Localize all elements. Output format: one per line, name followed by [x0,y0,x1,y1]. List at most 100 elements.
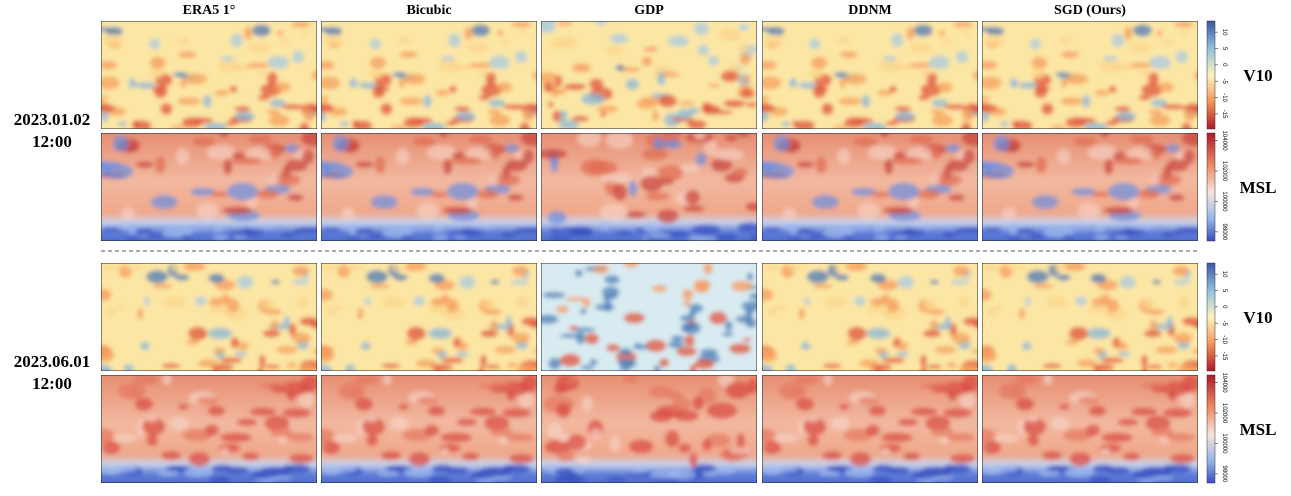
field-blob [428,406,446,416]
field-blob [102,164,133,180]
field-blob [942,231,962,237]
field-blob [244,26,252,40]
field-blob [257,189,279,199]
field-blob [222,207,252,215]
field-blob [1182,317,1201,326]
field-blob [1170,454,1195,464]
heatmap-panel [94,258,323,377]
field-blob [517,363,535,375]
field-blob [909,135,933,144]
field-blob [150,57,166,69]
field-blob [930,280,939,285]
field-blob [689,304,703,314]
field-blob [126,235,142,240]
field-blob [503,104,526,110]
field-blob [652,110,659,122]
field-blob [888,183,920,201]
field-blob [1117,352,1130,357]
field-blob [821,103,833,115]
field-blob [626,79,639,90]
field-blob [550,39,565,49]
field-blob [560,110,568,121]
field-blob [726,382,751,399]
field-blob [164,296,186,307]
field-blob [511,332,530,343]
heatmap-field [974,258,1204,377]
field-blob [208,406,226,416]
field-blob [738,24,749,31]
row-date: 2023.01.02 [14,110,91,129]
field-blob [1123,452,1140,460]
field-blob [230,86,238,93]
field-blob [441,358,464,364]
heatmap-field [312,370,542,488]
field-blob [1033,284,1054,288]
field-blob [548,358,561,370]
field-blob [1181,31,1189,36]
field-blob [663,139,682,148]
field-blob [433,235,448,240]
heatmap-panel [95,128,327,246]
field-blob [1130,225,1156,230]
field-blob [514,227,545,233]
field-blob [247,42,269,53]
field-blob [740,76,751,82]
field-blob [357,308,363,320]
field-blob [536,314,558,324]
field-blob [235,112,255,122]
field-blob [659,358,669,367]
field-blob [542,292,565,298]
heatmap-field [536,126,764,246]
field-blob [958,296,970,308]
field-blob [407,327,426,341]
heatmap-field [312,16,546,135]
field-blob [1169,194,1185,201]
field-blob [186,340,199,345]
field-blob [429,274,445,283]
field-blob [1144,330,1162,338]
field-blob [1156,30,1162,36]
field-blob [898,418,919,426]
field-blob [850,452,872,466]
field-blob [824,296,846,307]
field-blob [223,159,232,175]
field-blob [807,416,818,422]
column-header: DDNM [848,3,892,18]
field-blob [382,296,404,307]
field-blob [846,340,859,345]
field-blob [1087,328,1111,339]
field-blob [286,464,311,473]
field-blob [259,355,266,368]
field-blob [1090,274,1106,283]
field-blob [289,454,314,464]
field-blob [920,383,950,389]
field-blob [1086,424,1100,436]
field-blob [333,434,358,443]
field-blob [599,222,611,231]
field-blob [160,103,172,115]
heatmap-panel [312,370,542,488]
field-blob [763,34,783,46]
field-blob [897,341,908,350]
field-blob [837,37,850,44]
field-blob [1030,38,1041,49]
field-blob [872,191,889,197]
field-blob [1112,34,1124,48]
field-blob [732,168,748,178]
field-blob [1005,266,1026,271]
field-blob [500,39,511,45]
field-blob [132,120,152,131]
field-blob [1076,296,1087,306]
field-blob [183,468,213,478]
field-blob [946,159,968,172]
field-blob [451,157,482,165]
field-blob [1065,340,1078,345]
field-blob [809,69,824,79]
field-blob [886,467,910,474]
field-blob [796,398,814,411]
field-blob [1175,227,1206,233]
field-blob [792,387,801,397]
field-blob [886,121,898,126]
field-blob [1116,112,1136,122]
field-blob [1117,341,1128,350]
